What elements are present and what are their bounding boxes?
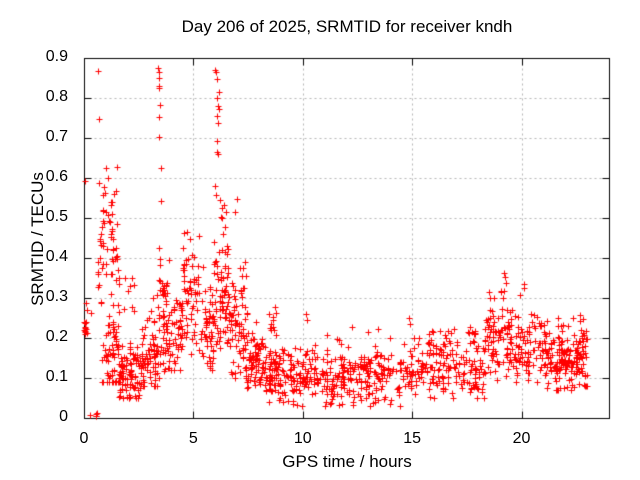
y-tick-label: 0.4 [45, 248, 68, 265]
x-tick-label: 20 [512, 430, 531, 447]
x-axis-label: GPS time / hours [282, 452, 412, 471]
y-tick-label: 0.7 [45, 128, 68, 145]
y-tick-label: 0.5 [45, 208, 68, 225]
y-tick-label: 0.6 [45, 168, 68, 185]
y-tick-label: 0 [59, 408, 68, 425]
x-tick-label: 10 [293, 430, 312, 447]
y-tick-label: 0.8 [45, 88, 68, 105]
x-tick-label: 0 [79, 430, 89, 447]
y-tick-label: 0.1 [45, 368, 68, 385]
y-tick-label: 0.3 [45, 288, 68, 305]
y-axis-label: SRMTID / TECUs [28, 172, 47, 306]
x-tick-label: 15 [403, 430, 422, 447]
x-tick-label: 5 [188, 430, 198, 447]
chart-title: Day 206 of 2025, SRMTID for receiver knd… [181, 17, 513, 36]
y-tick-label: 0.9 [45, 48, 68, 65]
y-tick-label: 0.2 [45, 328, 68, 345]
